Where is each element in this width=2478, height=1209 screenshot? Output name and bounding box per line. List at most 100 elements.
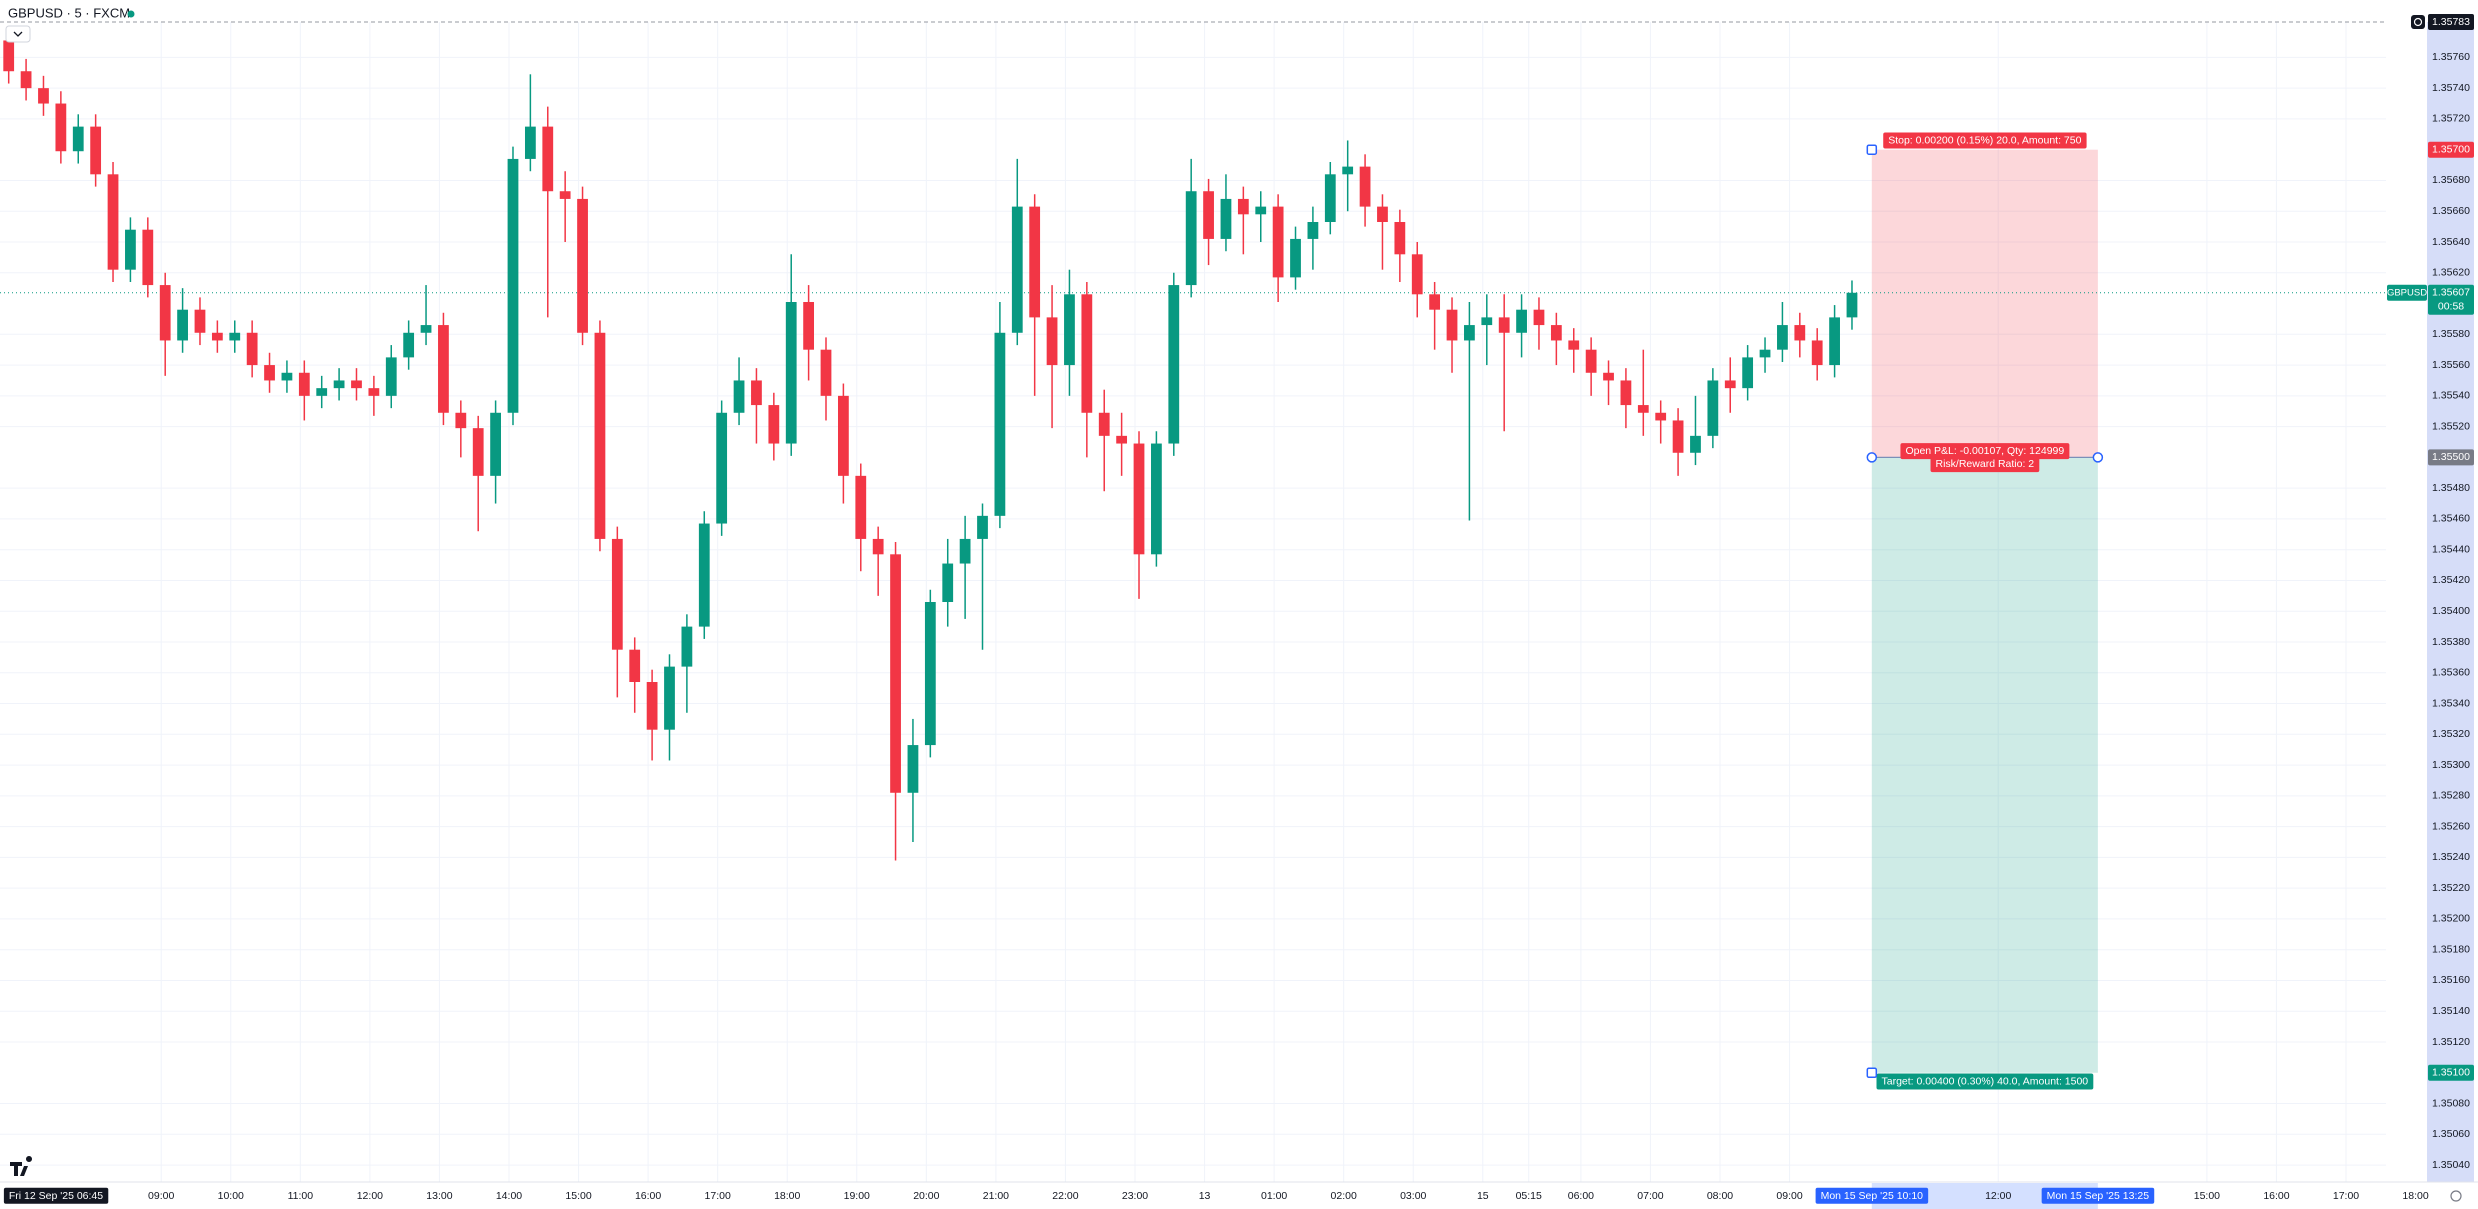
target-price-tag: 1.35100 [2432,1067,2470,1079]
target-zone[interactable] [1871,457,2098,1073]
position-handle[interactable] [1866,452,1878,463]
countdown: 00:58 [2438,301,2464,313]
symbol-title[interactable]: GBPUSD · 5 · FXCM [8,5,130,20]
candle-body [1411,254,1423,295]
y-tick-label: 1.35660 [2432,205,2470,217]
candle-body [38,88,49,104]
candle-body [577,198,588,333]
market-status-dot [127,10,135,18]
high-marker-tag-background [2428,14,2474,30]
position-end-label: Mon 15 Sep '25 13:25 [2047,1190,2150,1202]
x-tick-label: 06:00 [1568,1190,1594,1202]
x-tick-label: 13 [1199,1190,1211,1202]
stop-zone[interactable] [1871,149,2098,458]
x-tick-label: 09:00 [148,1190,174,1202]
candle-body [1116,435,1128,444]
header: GBPUSD · 5 · FXCM [5,5,2462,1202]
position-start-label: Mon 15 Sep '25 10:10 [1821,1190,1924,1202]
position-handle[interactable] [2092,452,2104,463]
candle-body [820,349,832,396]
x-tick-label: 15 [1477,1190,1489,1202]
position-tool[interactable] [1871,149,2098,1073]
candle-body [664,666,675,730]
position-handle[interactable] [1866,144,1878,155]
candle-body [211,332,223,341]
y-tick-label: 1.35080 [2432,1097,2470,1109]
y-tick-label: 1.35180 [2432,943,2470,955]
candle-body [72,126,84,152]
last-price-tag-background [2428,284,2474,315]
grid [0,22,2386,1182]
candle-body [1359,166,1371,207]
rr-label: Risk/Reward Ratio: 2 [1936,458,2035,470]
x-tick-label: 16:00 [635,1190,661,1202]
x-tick-label: 16:00 [2263,1190,2289,1202]
candle-body [1098,412,1110,436]
candle-body [1620,380,1632,406]
y-tick-label: 1.35400 [2432,605,2470,617]
candle-body [281,372,293,381]
candle-body [159,285,171,341]
position-handle[interactable] [1866,1067,1878,1079]
y-tick-label: 1.35140 [2432,1005,2470,1017]
y-tick-label: 1.35560 [2432,359,2470,371]
candle-body [698,523,710,627]
price-lines [0,21,2386,294]
rr-label-background [1930,456,2040,473]
stop-label: Stop: 0.00200 (0.15%) 20.0, Amount: 750 [1888,134,2081,146]
candle-body [420,325,432,333]
y-tick-label: 1.35680 [2432,174,2470,186]
candle-body [229,332,241,341]
candle-body [1759,349,1771,358]
candle-body [1342,166,1354,175]
candle-body [1081,294,1093,413]
x-tick-label: 17:00 [705,1190,731,1202]
settings-icon[interactable] [2450,1190,2462,1202]
candle-body [1550,325,1562,341]
candles [3,28,1858,861]
y-tick-label: 1.35160 [2432,974,2470,986]
first-bar-label-background [3,1187,109,1204]
candle-body [1794,325,1806,341]
x-tick-label: 22:00 [1052,1190,1078,1202]
x-tick-label: 12:00 [357,1190,383,1202]
candle-body [1777,325,1788,350]
candle-body [1690,435,1701,453]
candle-body [907,745,919,793]
alert-icon[interactable] [2411,15,2425,29]
candle-body [1307,222,1319,239]
y-tick-label: 1.35540 [2432,390,2470,402]
y-tick-label: 1.35260 [2432,820,2470,832]
y-tick-label: 1.35320 [2432,728,2470,740]
pnl-label: Open P&L: -0.00107, Qty: 124999 [1905,445,2064,457]
candle-body [1064,294,1075,366]
first-bar-label: Fri 12 Sep '25 06:45 [9,1190,103,1202]
y-tick-label: 1.35120 [2432,1036,2470,1048]
candle-body [507,158,519,413]
x-tick-label: 18:00 [774,1190,800,1202]
collapse-button[interactable] [5,25,31,43]
target-label-background [1876,1073,2094,1090]
candle-body [890,554,901,793]
tradingview-logo[interactable] [10,1156,33,1176]
target-label: Target: 0.00400 (0.30%) 40.0, Amount: 15… [1882,1076,2089,1088]
candle-body [733,380,745,413]
alert-icon-glyph [2413,17,2423,27]
candle-body [1724,380,1736,389]
candle-body [1655,412,1667,421]
candle-body [646,682,658,730]
candle-body [455,412,467,429]
y-tick-label: 1.35760 [2432,51,2470,63]
tags: Fri 12 Sep '25 06:45 Mon 15 Sep '25 10:10… [3,14,2474,1204]
candle-body [1029,206,1041,318]
x-tick-label: 08:00 [1707,1190,1733,1202]
stop-price-tag-background [2428,141,2474,158]
candle-body [385,357,397,396]
x-tick-label: 14:00 [496,1190,522,1202]
candle-body [994,332,1006,516]
candle-body [1464,325,1475,341]
candle-body [90,126,102,175]
candle-body [298,372,310,396]
symbol-tag-background [2387,284,2427,301]
